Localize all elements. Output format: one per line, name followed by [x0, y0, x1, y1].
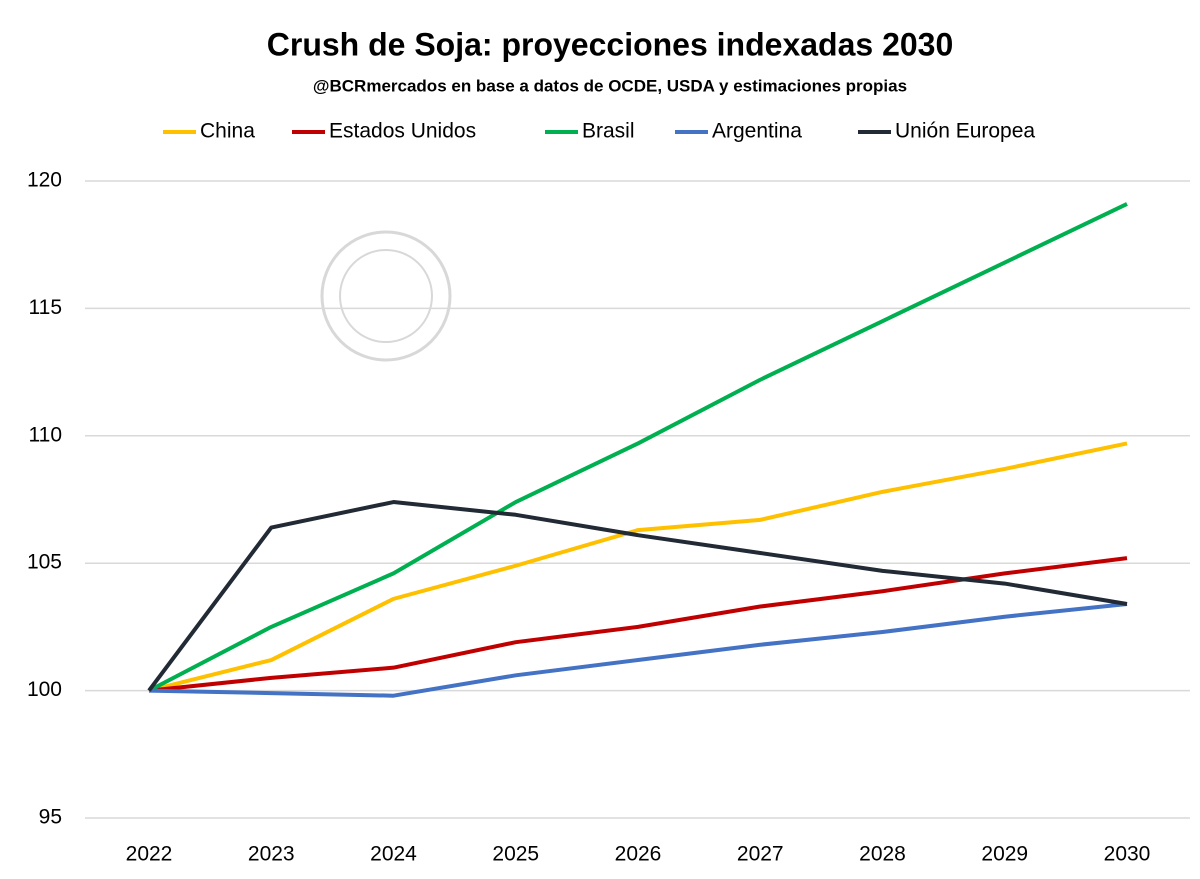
y-tick-label: 105	[27, 551, 62, 574]
x-tick-label: 2029	[981, 843, 1028, 866]
chart-subtitle: @BCRmercados en base a datos de OCDE, US…	[313, 76, 907, 95]
legend-label: Estados Unidos	[329, 120, 476, 143]
x-tick-label: 2022	[126, 843, 173, 866]
x-tick-label: 2024	[370, 843, 417, 866]
y-tick-label: 115	[29, 296, 62, 319]
x-tick-label: 2030	[1104, 843, 1151, 866]
y-tick-label: 110	[29, 423, 62, 446]
legend-label: Brasil	[582, 120, 635, 143]
x-tick-label: 2023	[248, 843, 295, 866]
legend-label: China	[200, 120, 255, 143]
x-tick-label: 2025	[492, 843, 539, 866]
y-tick-label: 100	[27, 678, 62, 701]
watermark	[320, 230, 452, 362]
legend-label: Unión Europea	[895, 120, 1035, 143]
series-line	[147, 500, 1128, 692]
y-tick-label: 95	[39, 806, 62, 829]
x-tick-label: 2027	[737, 843, 784, 866]
y-tick-label: 120	[27, 169, 62, 192]
legend-label: Argentina	[712, 120, 802, 143]
series-line	[148, 202, 1128, 693]
x-tick-label: 2028	[859, 843, 906, 866]
series-line	[148, 441, 1128, 693]
series-line	[148, 601, 1128, 698]
chart-title: Crush de Soja: proyecciones indexadas 20…	[267, 26, 954, 62]
x-tick-label: 2026	[615, 843, 662, 866]
